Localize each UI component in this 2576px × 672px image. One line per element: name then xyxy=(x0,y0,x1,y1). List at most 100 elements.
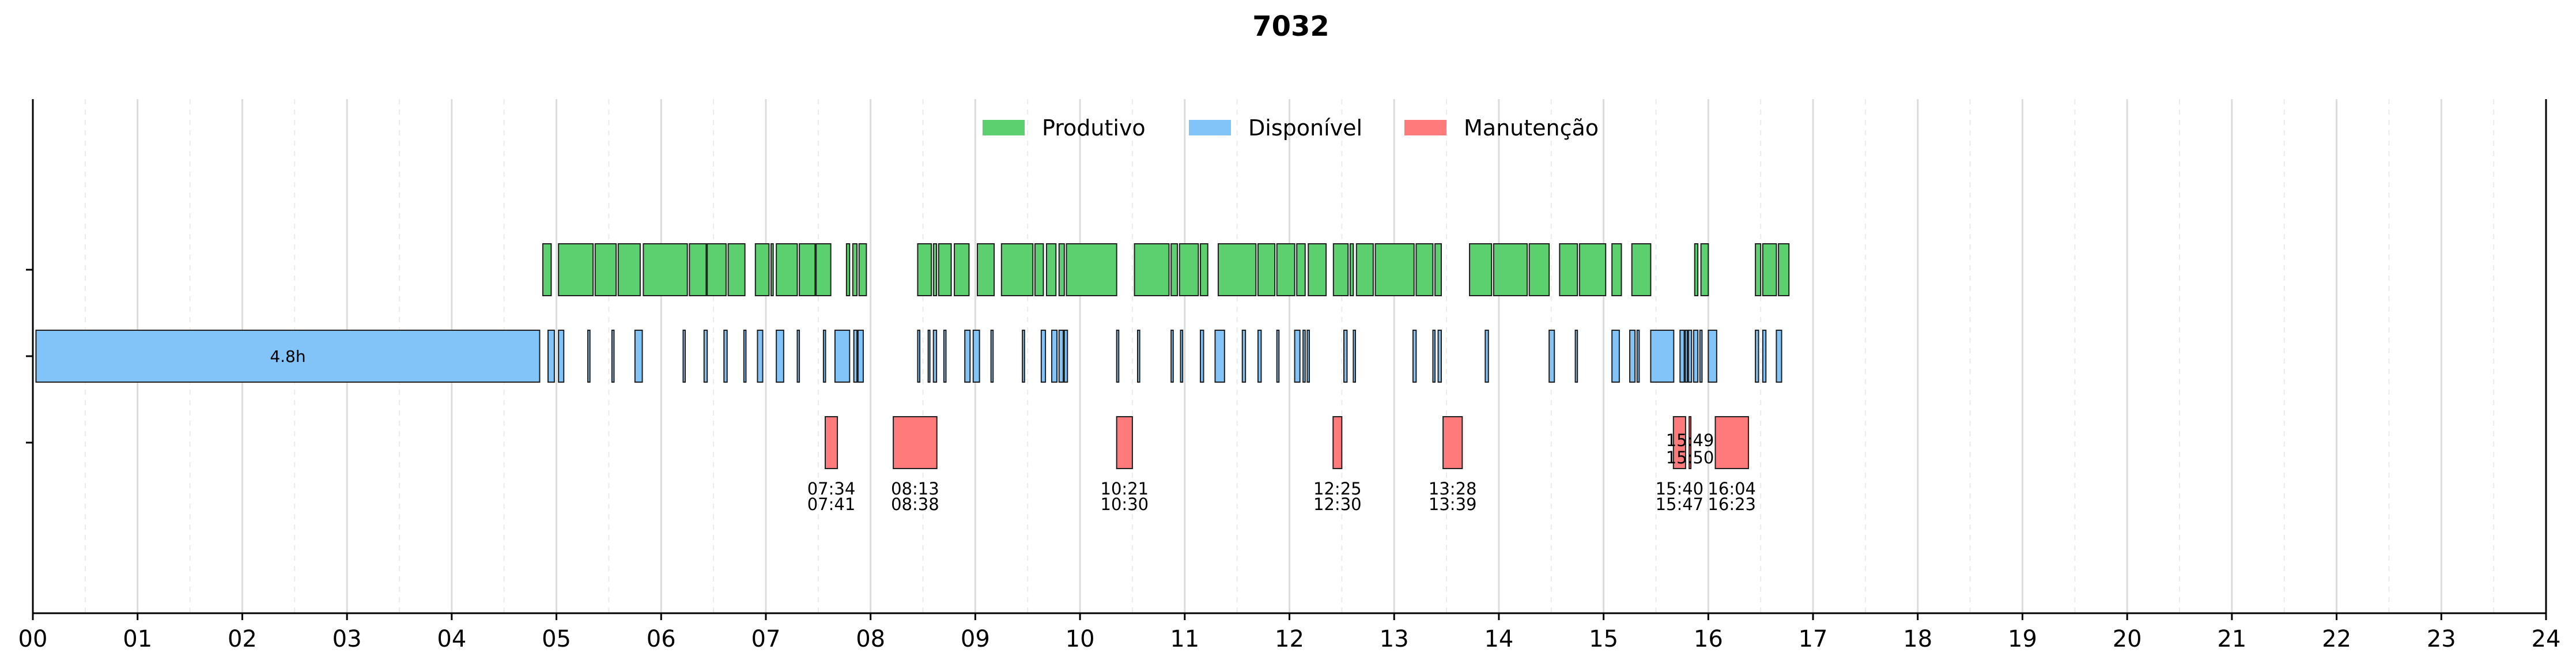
x-tick-label: 16 xyxy=(1694,626,1723,652)
bar-disponível xyxy=(1241,330,1247,383)
x-tick-label: 21 xyxy=(2217,626,2246,652)
bar-produtivo xyxy=(938,243,952,296)
bar-disponível xyxy=(1412,330,1417,383)
maintenance-start-label: 15:49 xyxy=(1666,431,1714,450)
bar-disponível xyxy=(1343,330,1348,383)
bar-produtivo xyxy=(1134,243,1170,296)
bar-produtivo xyxy=(1058,243,1065,296)
bar-disponível xyxy=(1755,330,1759,383)
bar-produtivo xyxy=(1179,243,1199,296)
bar-disponível xyxy=(1058,330,1064,383)
bar-disponível xyxy=(1257,330,1262,383)
bar-disponível xyxy=(1051,330,1058,383)
bar-produtivo xyxy=(558,243,594,296)
bar-disponível xyxy=(1776,330,1782,383)
bar-produtivo xyxy=(1374,243,1415,296)
bar-disponível xyxy=(1353,330,1356,383)
bar-produtivo xyxy=(1762,243,1777,296)
bar-produtivo xyxy=(815,243,832,296)
bar-disponível xyxy=(1650,330,1675,383)
x-tick-label: 18 xyxy=(1903,626,1932,652)
bar-disponível xyxy=(1636,330,1640,383)
bar-produtivo xyxy=(954,243,970,296)
chart-title: 7032 xyxy=(1252,10,1329,43)
x-tick-label: 09 xyxy=(961,626,990,652)
bar-disponível xyxy=(1040,330,1047,383)
maintenance-end-label: 15:50 xyxy=(1666,448,1714,467)
bar-produtivo xyxy=(1200,243,1208,296)
bar-disponível xyxy=(1170,330,1174,383)
bar-produtivo xyxy=(594,243,617,296)
bar-produtivo xyxy=(1308,243,1327,296)
bar-produtivo xyxy=(1755,243,1762,296)
bar-disponível xyxy=(776,330,784,383)
maintenance-start-label: 13:28 xyxy=(1429,479,1477,499)
bar-disponível xyxy=(927,330,931,383)
bar-manutenção xyxy=(1116,416,1133,469)
bar-produtivo xyxy=(1296,243,1306,296)
bar-disponível xyxy=(1214,330,1225,383)
bar-disponível xyxy=(35,330,541,383)
bar-produtivo xyxy=(1257,243,1276,296)
bar-produtivo xyxy=(1469,243,1493,296)
legend-label: Produtivo xyxy=(1042,115,1146,141)
bar-produtivo xyxy=(617,243,641,296)
legend-swatch xyxy=(1189,120,1231,135)
bar-produtivo xyxy=(1559,243,1578,296)
maintenance-start-label: 07:34 xyxy=(807,479,856,499)
bar-produtivo xyxy=(858,243,867,296)
bar-disponível xyxy=(1693,330,1699,383)
grid xyxy=(32,99,2547,613)
bar-produtivo xyxy=(1355,243,1374,296)
bar-produtivo xyxy=(1217,243,1257,296)
maintenance-end-label: 13:39 xyxy=(1429,494,1477,514)
x-tick-label: 17 xyxy=(1799,626,1828,652)
bar-produtivo xyxy=(1631,243,1652,296)
maintenance-end-label: 12:30 xyxy=(1313,494,1362,514)
legend-label: Manutenção xyxy=(1464,115,1599,141)
bar-labels: 4.8h07:3407:4108:1308:3810:2110:3012:251… xyxy=(270,347,1756,514)
bar-produtivo xyxy=(707,243,727,296)
duration-label: 4.8h xyxy=(270,347,305,366)
bar-produtivo xyxy=(1700,243,1709,296)
bar-produtivo xyxy=(1170,243,1179,296)
maintenance-end-label: 15:47 xyxy=(1656,494,1704,514)
bar-disponível xyxy=(1679,330,1685,383)
bar-disponível xyxy=(682,330,686,383)
bar-disponível xyxy=(834,330,851,383)
bar-produtivo xyxy=(542,243,552,296)
bar-produtivo xyxy=(727,243,746,296)
legend-swatch xyxy=(1404,120,1446,135)
bar-produtivo xyxy=(845,243,851,296)
bar-produtivo xyxy=(1778,243,1790,296)
bar-manutenção xyxy=(824,416,838,469)
bar-produtivo xyxy=(932,243,938,296)
x-tick-label: 08 xyxy=(856,626,885,652)
maintenance-start-label: 10:21 xyxy=(1101,479,1149,499)
maintenance-start-label: 08:13 xyxy=(891,479,939,499)
bar-produtivo xyxy=(1000,243,1034,296)
bar-disponível xyxy=(1485,330,1489,383)
x-axis-ticks: 00 01 02 03 04 05 06 07 08 09 10 11 12 13 14 15 16 17 18 19… xyxy=(18,613,2560,652)
x-tick-label: 11 xyxy=(1170,626,1199,652)
maintenance-end-label: 16:23 xyxy=(1708,494,1756,514)
bar-disponível xyxy=(1276,330,1280,383)
x-tick-label: 12 xyxy=(1275,626,1304,652)
bar-produtivo xyxy=(1332,243,1349,296)
x-tick-label: 15 xyxy=(1589,626,1618,652)
bar-disponível xyxy=(857,330,864,383)
bar-disponível xyxy=(822,330,826,383)
bar-disponível xyxy=(796,330,800,383)
bar-disponível xyxy=(972,330,980,383)
x-tick-label: 23 xyxy=(2427,626,2456,652)
bars xyxy=(35,243,1790,469)
bar-produtivo xyxy=(1349,243,1354,296)
bar-produtivo xyxy=(643,243,688,296)
bar-disponível xyxy=(1574,330,1578,383)
bar-disponível xyxy=(587,330,591,383)
bar-disponível xyxy=(990,330,994,383)
maintenance-start-label: 12:25 xyxy=(1313,479,1362,499)
bar-disponível xyxy=(1687,330,1693,383)
bar-disponível xyxy=(932,330,938,383)
